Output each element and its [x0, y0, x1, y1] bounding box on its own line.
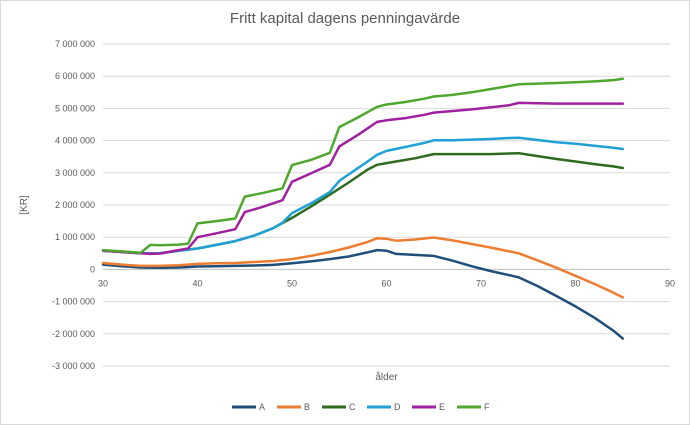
legend-label-A: A — [259, 402, 265, 412]
series-line-E — [101, 101, 625, 256]
y-tick-label: 7 000 000 — [55, 39, 95, 49]
legend-label-C: C — [349, 402, 356, 412]
y-tick-label: 1 000 000 — [55, 232, 95, 242]
x-tick-label: 90 — [665, 278, 675, 288]
y-tick-label: 5 000 000 — [55, 103, 95, 113]
y-tick-label: 4 000 000 — [55, 136, 95, 146]
y-tick-label: 2 000 000 — [55, 200, 95, 210]
legend-label-D: D — [394, 402, 401, 412]
chart-title: Fritt kapital dagens penningavärde — [229, 10, 461, 27]
legend-label-E: E — [439, 402, 445, 412]
series-line-C — [101, 151, 625, 255]
y-tick-label: 6 000 000 — [55, 71, 95, 81]
x-tick-label: 50 — [287, 278, 297, 288]
x-tick-label: 40 — [192, 278, 202, 288]
x-tick-label: 70 — [476, 278, 486, 288]
x-tick-label: 80 — [570, 278, 580, 288]
series-line-F — [101, 77, 625, 254]
y-tick-label: 3 000 000 — [55, 168, 95, 178]
legend-label-B: B — [304, 402, 310, 412]
series-line-D — [101, 136, 625, 255]
x-tick-label: 60 — [381, 278, 391, 288]
x-tick-label: 30 — [98, 278, 108, 288]
y-axis-label: [KR] — [19, 195, 30, 215]
x-axis-label: ålder — [375, 371, 398, 383]
y-tick-label: -3 000 000 — [52, 361, 95, 371]
y-tick-label: -2 000 000 — [52, 329, 95, 339]
y-tick-label: 0 — [90, 264, 95, 274]
series-line-A — [101, 248, 625, 340]
series-line-B — [101, 236, 625, 299]
legend-label-F: F — [484, 402, 490, 412]
y-tick-label: -1 000 000 — [52, 297, 95, 307]
